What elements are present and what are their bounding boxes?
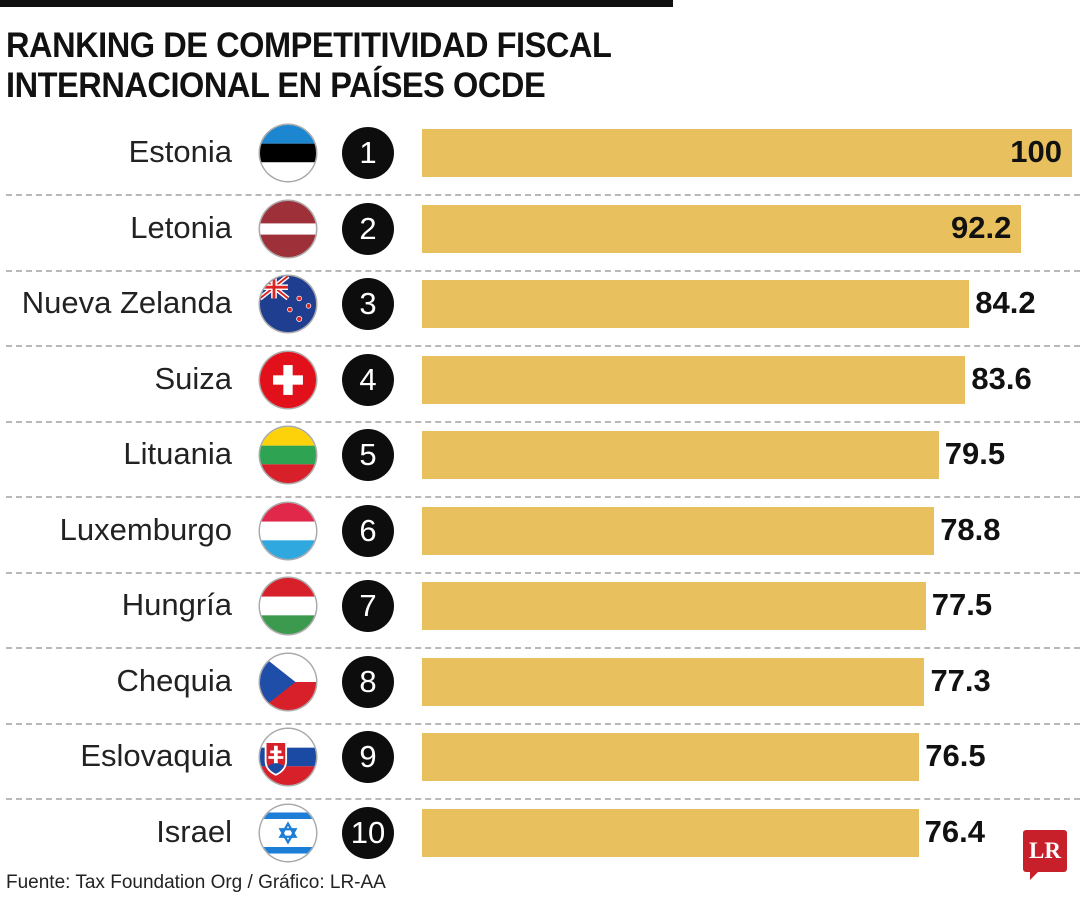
value-label: 76.4 — [924, 813, 985, 849]
luxembourg-flag-icon — [260, 502, 316, 559]
rank-badge: 1 — [342, 127, 394, 179]
chart-row: Letonia 2 92.2 — [0, 0, 1080, 272]
bar — [422, 129, 1072, 177]
row-divider — [6, 345, 1080, 347]
bar — [422, 355, 966, 404]
rank-badge: 7 — [342, 580, 394, 632]
chart-row: Suiza 4 83.6 — [0, 0, 1080, 423]
chart-row: Estonia 1 100 — [0, 0, 1080, 196]
hungary-flag-icon — [260, 578, 316, 634]
bar — [422, 280, 970, 328]
slovakia-flag-icon — [260, 729, 316, 785]
bar — [422, 657, 925, 706]
rank-badge: 10 — [342, 806, 394, 859]
israel-flag-icon — [260, 804, 316, 861]
czechia-flag-icon — [260, 653, 316, 710]
value-label: 100 — [1010, 134, 1062, 169]
estonia-flag-icon — [260, 125, 316, 181]
source-note: Fuente: Tax Foundation Org / Gráfico: LR… — [6, 872, 386, 893]
new-zealand-flag-icon — [260, 276, 316, 332]
row-divider — [6, 420, 1080, 423]
chart-row: Luxemburgo 6 78.8 — [0, 0, 1080, 574]
bar — [422, 431, 939, 479]
chart-row: Eslovaquia 9 76.5 — [0, 0, 1080, 800]
title-line-1: RANKING DE COMPETITIVIDAD FISCAL — [6, 26, 612, 65]
bar — [422, 204, 1022, 253]
bar — [422, 506, 935, 555]
value-label: 84.2 — [975, 285, 1036, 320]
rank-badge: 2 — [342, 202, 394, 255]
chart-row: Hungría 7 77.5 — [0, 0, 1080, 649]
country-label: Estonia — [128, 134, 232, 169]
value-label: 77.3 — [930, 662, 991, 698]
country-label: Luxemburgo — [59, 511, 232, 547]
country-label: Chequia — [116, 662, 232, 698]
rank-badge: 8 — [342, 655, 394, 708]
latvia-flag-icon — [260, 200, 316, 257]
lr-logo: LR — [1023, 830, 1067, 872]
top-rule — [0, 0, 673, 7]
country-label: Lituania — [123, 436, 232, 471]
switzerland-flag-icon — [260, 351, 316, 408]
chart-row: Israel 10 76.4 — [0, 0, 1080, 861]
value-label: 76.5 — [925, 738, 986, 773]
row-divider — [6, 798, 1080, 800]
rank-badge: 4 — [342, 353, 394, 406]
row-divider — [6, 269, 1080, 272]
chart-row: Nueva Zelanda 3 84.2 — [0, 0, 1080, 347]
rank-badge: 9 — [342, 731, 394, 783]
rank-badge: 6 — [342, 504, 394, 557]
chart-title: RANKING DE COMPETITIVIDAD FISCAL INTERNA… — [6, 26, 612, 106]
lr-logo-tail — [1030, 870, 1040, 880]
row-divider — [6, 571, 1080, 574]
row-divider — [6, 722, 1080, 725]
value-label: 92.2 — [950, 209, 1012, 245]
lithuania-flag-icon — [260, 427, 316, 483]
country-label: Hungría — [121, 587, 232, 622]
bar — [422, 808, 919, 857]
row-divider — [6, 194, 1080, 196]
bar — [422, 733, 920, 781]
country-label: Suiza — [154, 360, 232, 396]
country-label: Letonia — [130, 209, 232, 245]
bar — [422, 582, 926, 630]
rank-badge: 3 — [342, 278, 394, 330]
country-label: Nueva Zelanda — [21, 285, 232, 320]
rank-badge: 5 — [342, 429, 394, 481]
value-label: 77.5 — [931, 587, 993, 622]
value-label: 78.8 — [940, 511, 1001, 547]
value-label: 79.5 — [944, 436, 1006, 471]
chart-row: Lituania 5 79.5 — [0, 0, 1080, 498]
country-label: Eslovaquia — [80, 738, 232, 773]
country-label: Israel — [156, 813, 232, 849]
row-divider — [6, 647, 1080, 649]
row-divider — [6, 496, 1080, 498]
title-line-2: INTERNACIONAL EN PAÍSES OCDE — [6, 66, 546, 105]
value-label: 83.6 — [971, 360, 1032, 396]
